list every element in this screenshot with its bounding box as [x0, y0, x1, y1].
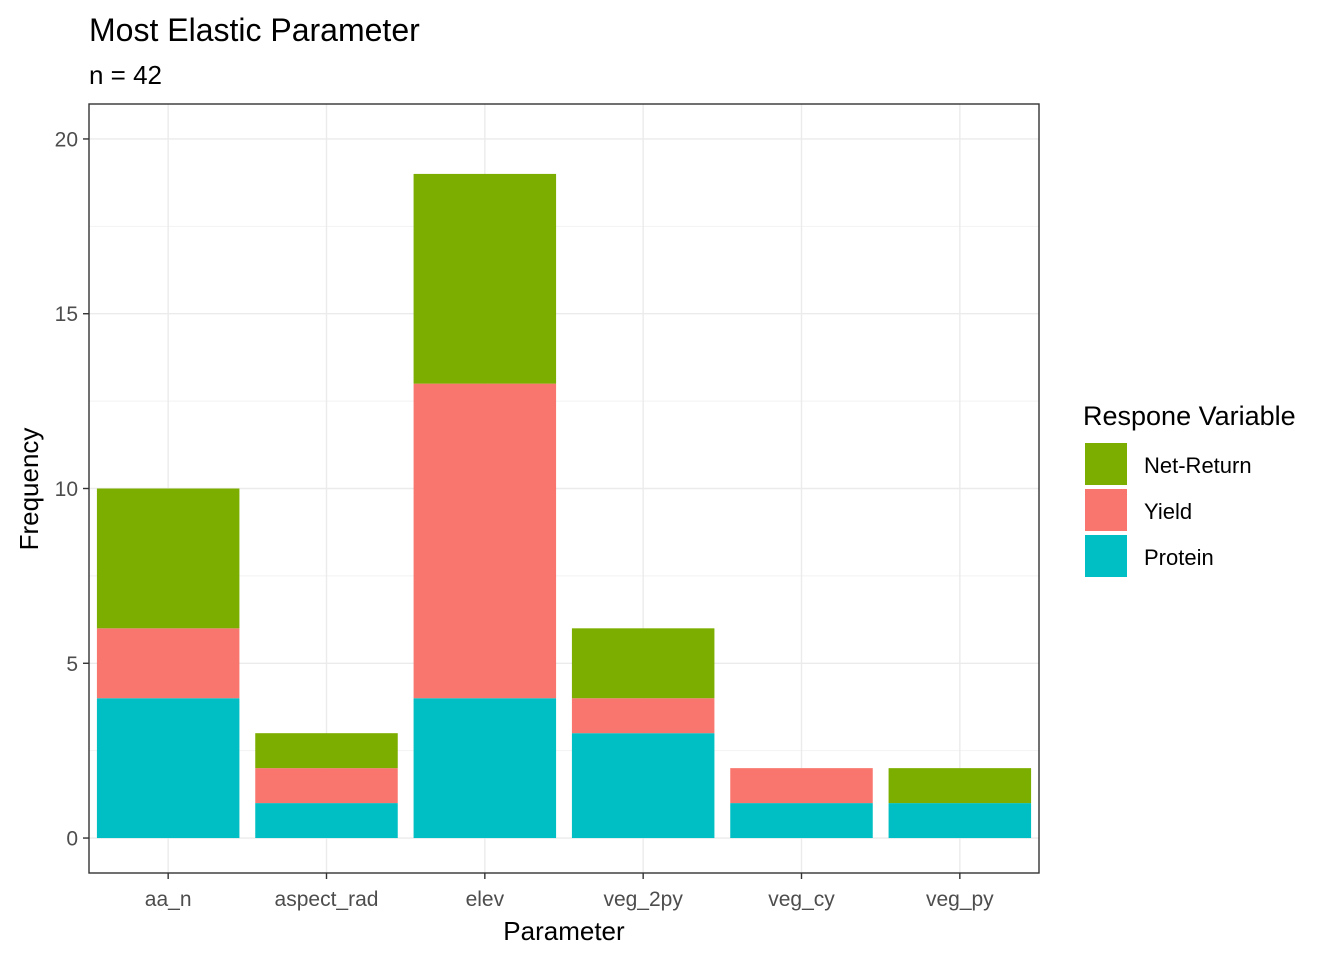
bar-elev-protein [413, 698, 557, 839]
legend: Respone Variable Net-Return Yield Protein [1083, 401, 1296, 577]
bar-aspect_rad-protein [255, 803, 398, 839]
y-tick-label: 5 [66, 653, 78, 676]
x-tick-label: aspect_rad [275, 888, 379, 911]
bar-aa_n-yield [96, 628, 240, 699]
bar-aa_n-protein [96, 698, 240, 839]
chart-subtitle: n = 42 [89, 60, 162, 90]
bar-veg_cy-yield [730, 768, 873, 804]
x-tick-label: aa_n [145, 888, 192, 911]
x-tick-label: veg_2py [603, 888, 683, 911]
chart-title: Most Elastic Parameter [89, 12, 420, 48]
legend-key-net-return [1085, 443, 1127, 485]
y-tick-label: 10 [55, 478, 78, 501]
legend-label: Net-Return [1144, 453, 1252, 478]
y-tick-label: 0 [66, 828, 78, 851]
x-tick-label: elev [466, 888, 505, 911]
bar-veg_py-net-return [888, 768, 1032, 804]
bar-veg_2py-net-return [571, 628, 715, 699]
bar-elev-yield [413, 383, 557, 699]
bar-aspect_rad-yield [255, 768, 398, 804]
bar-veg_2py-yield [571, 698, 715, 734]
legend-label: Protein [1144, 545, 1214, 570]
bar-elev-net-return [413, 173, 557, 384]
bar-veg_py-protein [888, 803, 1032, 839]
bar-veg_2py-protein [571, 733, 715, 839]
legend-key-yield [1085, 489, 1127, 531]
y-axis-title: Frequency [14, 428, 44, 551]
bars [96, 173, 1032, 839]
y-axis: 0 5 10 15 20 [55, 128, 89, 851]
bar-veg_cy-protein [730, 803, 873, 839]
x-axis-title: Parameter [503, 916, 625, 946]
x-tick-label: veg_cy [768, 888, 835, 911]
bar-aa_n-net-return [96, 488, 240, 629]
x-axis: aa_n aspect_rad elev veg_2py veg_cy veg_py [145, 873, 994, 911]
legend-title: Respone Variable [1083, 401, 1296, 431]
y-tick-label: 15 [55, 303, 78, 326]
x-tick-label: veg_py [926, 888, 994, 911]
legend-key-protein [1085, 535, 1127, 577]
bar-aspect_rad-net-return [255, 733, 398, 769]
y-tick-label: 20 [55, 128, 78, 151]
legend-label: Yield [1144, 499, 1192, 524]
